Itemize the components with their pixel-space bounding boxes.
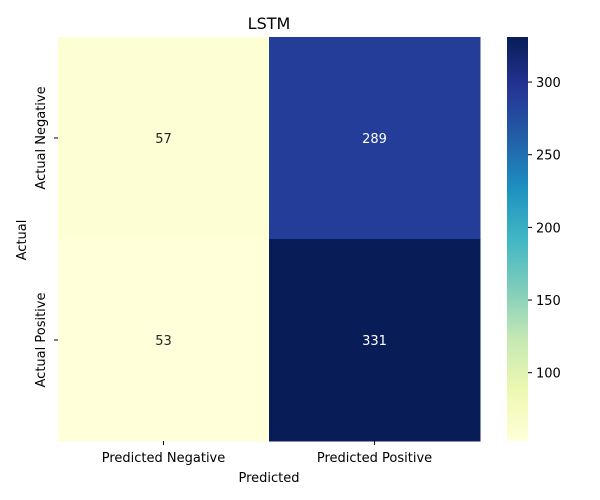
colorbar: 100 150 200 250 300 bbox=[507, 37, 561, 441]
heatmap-cells: 57 289 53 331 bbox=[58, 37, 481, 442]
heatmap-cell bbox=[269, 239, 481, 442]
y-axis-label: Actual bbox=[15, 220, 30, 261]
cell-value-label: 331 bbox=[362, 334, 387, 349]
heatmap-cell bbox=[269, 37, 481, 240]
heatmap-cell bbox=[58, 37, 270, 240]
y-tick-label: Actual Positive bbox=[34, 293, 49, 388]
colorbar-gradient bbox=[507, 37, 528, 441]
colorbar-tick-label: 300 bbox=[536, 76, 561, 91]
y-tick-label: Actual Negative bbox=[34, 86, 49, 189]
heatmap-cell bbox=[58, 239, 270, 442]
x-tick-label: Predicted Positive bbox=[317, 451, 432, 466]
cell-value-label: 53 bbox=[155, 334, 172, 349]
cell-value-label: 57 bbox=[155, 132, 172, 147]
colorbar-tick-label: 250 bbox=[536, 149, 561, 164]
x-tick-label: Predicted Negative bbox=[102, 451, 226, 466]
x-axis-label: Predicted bbox=[238, 471, 299, 486]
chart-title: LSTM bbox=[248, 14, 291, 33]
x-axis: Predicted Negative Predicted Positive bbox=[102, 441, 432, 466]
colorbar-tick-label: 200 bbox=[536, 221, 561, 236]
colorbar-tick-label: 150 bbox=[536, 294, 561, 309]
cell-value-label: 289 bbox=[362, 132, 387, 147]
colorbar-tick-label: 100 bbox=[536, 367, 561, 382]
y-axis: Actual Negative Actual Positive bbox=[34, 86, 58, 387]
